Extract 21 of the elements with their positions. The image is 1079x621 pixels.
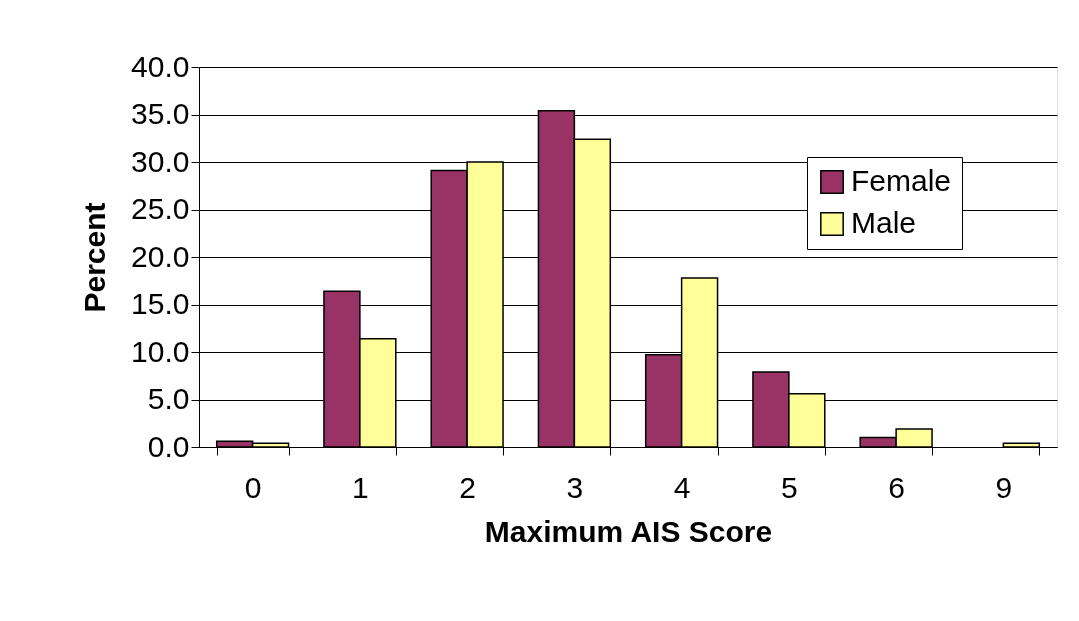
legend-label: Female — [851, 164, 952, 197]
y-tick-label: 5.0 — [147, 382, 190, 415]
y-tick-label: 0.0 — [147, 429, 190, 463]
x-tick-label: 2 — [459, 470, 476, 504]
y-tick-label: 15.0 — [131, 287, 190, 320]
y-tick-label: 30.0 — [131, 144, 190, 178]
x-axis-title: Maximum AIS Score — [484, 514, 773, 548]
x-tick-label: 0 — [244, 470, 262, 504]
x-tick-label: 3 — [566, 470, 584, 504]
y-tick-label: 40.0 — [131, 49, 190, 83]
y-tick-label: 35.0 — [131, 97, 190, 130]
x-tick-label: 6 — [888, 470, 905, 504]
y-tick-label: 25.0 — [131, 192, 190, 225]
y-tick-label: 10.0 — [131, 334, 190, 368]
x-tick-label: 9 — [995, 470, 1013, 504]
y-tick-label: 20.0 — [131, 239, 190, 273]
x-tick-label: 1 — [352, 470, 369, 504]
y-axis-title: Percent — [78, 202, 112, 313]
x-tick-label: 5 — [781, 470, 798, 504]
legend-label: Male — [851, 206, 917, 239]
x-tick-label: 4 — [673, 470, 691, 504]
